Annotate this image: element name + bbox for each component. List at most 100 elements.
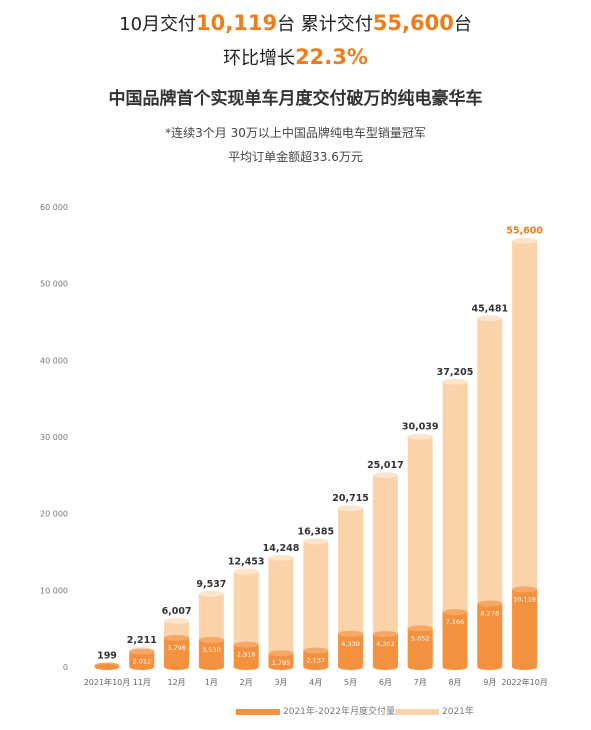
monthly-value-label: 5,052 (411, 634, 430, 642)
bar-monthly-cap (268, 650, 294, 657)
y-tick-label: 40 000 (40, 356, 68, 365)
bar-cumulative-cap (303, 538, 329, 545)
legend-swatch-cumulative (395, 708, 439, 715)
bar-monthly-cap (233, 641, 259, 648)
total-value-label: 6,007 (162, 606, 192, 617)
bar-cumulative-cap (477, 315, 503, 322)
growth-percent: 22.3% (295, 45, 368, 69)
total-value-label: 25,017 (367, 460, 404, 471)
x-category-label: 3月 (274, 678, 287, 687)
bar-monthly-cap (338, 630, 364, 637)
bar-base-cap (442, 664, 468, 670)
x-category-label: 5月 (344, 678, 357, 687)
bar-cumulative-cap (442, 378, 468, 385)
bar-base-cap (268, 664, 294, 670)
monthly-value-label: 4,302 (376, 640, 395, 648)
bar-monthly-cap (477, 600, 503, 607)
headline-text: 10月交付 (119, 14, 197, 35)
bar-base-cap (407, 664, 433, 670)
bar-monthly-cap (512, 586, 538, 593)
bar-cumulative-cap (233, 568, 259, 575)
total-value-label: 199 (97, 650, 117, 661)
bar-base-cap (477, 664, 503, 670)
bar-monthly-cap (442, 609, 468, 616)
bar-monthly-cap (407, 625, 433, 632)
x-category-label: 2月 (240, 678, 253, 687)
headline-deliveries: 10月交付10,119台 累计交付55,600台 (0, 10, 591, 36)
bar-monthly-cap (164, 634, 190, 641)
bar-monthly (198, 639, 224, 667)
bar-monthly (164, 637, 190, 667)
bar-base-cap (129, 664, 155, 670)
y-tick-label: 0 (63, 663, 68, 672)
bar-cumulative-cap (512, 237, 538, 244)
delivery-bar-chart: 0 10 000 20 000 30 000 40 000 50 000 60 000 199… (40, 203, 548, 687)
bar-monthly (372, 634, 398, 667)
total-value-label: 20,715 (332, 493, 369, 504)
bar-cumulative-cap (372, 472, 398, 479)
legend-label-monthly: 2021年-2022年月度交付量 (283, 707, 396, 717)
bar-base-cap (198, 664, 224, 670)
footnote-sales-champion: *连续3个月 30万以上中国品牌纯电车型销量冠军 (165, 126, 426, 140)
bar-cumulative-cap (407, 433, 433, 440)
cumulative-delivery-number: 55,600 (372, 11, 454, 35)
bar-monthly-cap (129, 648, 155, 655)
x-category-label: 7月 (414, 678, 427, 687)
bar-monthly-cap (198, 636, 224, 643)
bar-monthly (303, 650, 329, 667)
bar-cumulative-cap (164, 617, 190, 624)
bar-base-cap (512, 664, 538, 670)
bar-monthly (338, 633, 364, 667)
bar-monthly (129, 651, 155, 667)
monthly-value-label: 1,795 (272, 659, 291, 667)
legend-label-cumulative: 2021年 (442, 707, 474, 717)
bar-cumulative-cap (338, 505, 364, 512)
monthly-value-label: 2,916 (237, 651, 256, 659)
x-category-label: 8月 (448, 678, 461, 687)
footnote-order-value: 平均订单金额超33.6万元 (228, 150, 363, 164)
headline-text: 环比增长 (223, 48, 296, 69)
total-value-label: 45,481 (471, 303, 508, 314)
legend-item-monthly: 2021年-2022年月度交付量 (236, 704, 395, 717)
total-value-label: 16,385 (297, 526, 334, 537)
y-tick-label: 60 000 (40, 203, 68, 212)
monthly-value-label: 4,330 (341, 640, 360, 648)
monthly-value-label: 8,276 (480, 610, 499, 618)
bar-cumulative-cap (268, 554, 294, 561)
total-value-label: 9,537 (196, 579, 226, 590)
total-value-label: 2,211 (127, 635, 157, 646)
bar-monthly (268, 653, 294, 667)
x-category-label: 1月 (205, 678, 218, 687)
bar-base-cap (94, 664, 120, 670)
bar-base-cap (164, 664, 190, 670)
monthly-value-label: 2,137 (306, 657, 325, 665)
bar-monthly (442, 612, 468, 667)
bar-monthly (512, 589, 538, 667)
total-value-label: 30,039 (402, 422, 439, 433)
legend-swatch-monthly (236, 708, 280, 715)
bar-base-cap (338, 664, 364, 670)
y-tick-label: 50 000 (40, 280, 68, 289)
x-category-label: 6月 (379, 678, 392, 687)
x-category-label: 12月 (168, 678, 186, 687)
bar-base-cap (233, 664, 259, 670)
total-value-label: 55,600 (506, 226, 543, 237)
total-value-label: 37,205 (437, 367, 474, 378)
x-category-label: 4月 (309, 678, 322, 687)
bar-monthly-cap (372, 631, 398, 638)
bar-cumulative-cap (198, 590, 224, 597)
legend-item-cumulative: 2021年 (395, 704, 474, 717)
y-tick-label: 20 000 (40, 510, 68, 519)
monthly-value-label: 7,166 (446, 618, 465, 626)
bar-monthly (407, 628, 433, 667)
monthly-value-label: 2,012 (132, 658, 151, 666)
headline-claim: 中国品牌首个实现单车月度交付破万的纯电豪华车 (108, 89, 483, 109)
x-category-label: 2022年10月 (501, 677, 548, 687)
y-tick-label: 30 000 (40, 433, 68, 442)
bar-monthly (233, 644, 259, 667)
bar-monthly (477, 603, 503, 667)
bar-cumulative (303, 541, 329, 667)
y-tick-label: 10 000 (40, 586, 68, 595)
total-value-label: 14,248 (263, 543, 300, 554)
